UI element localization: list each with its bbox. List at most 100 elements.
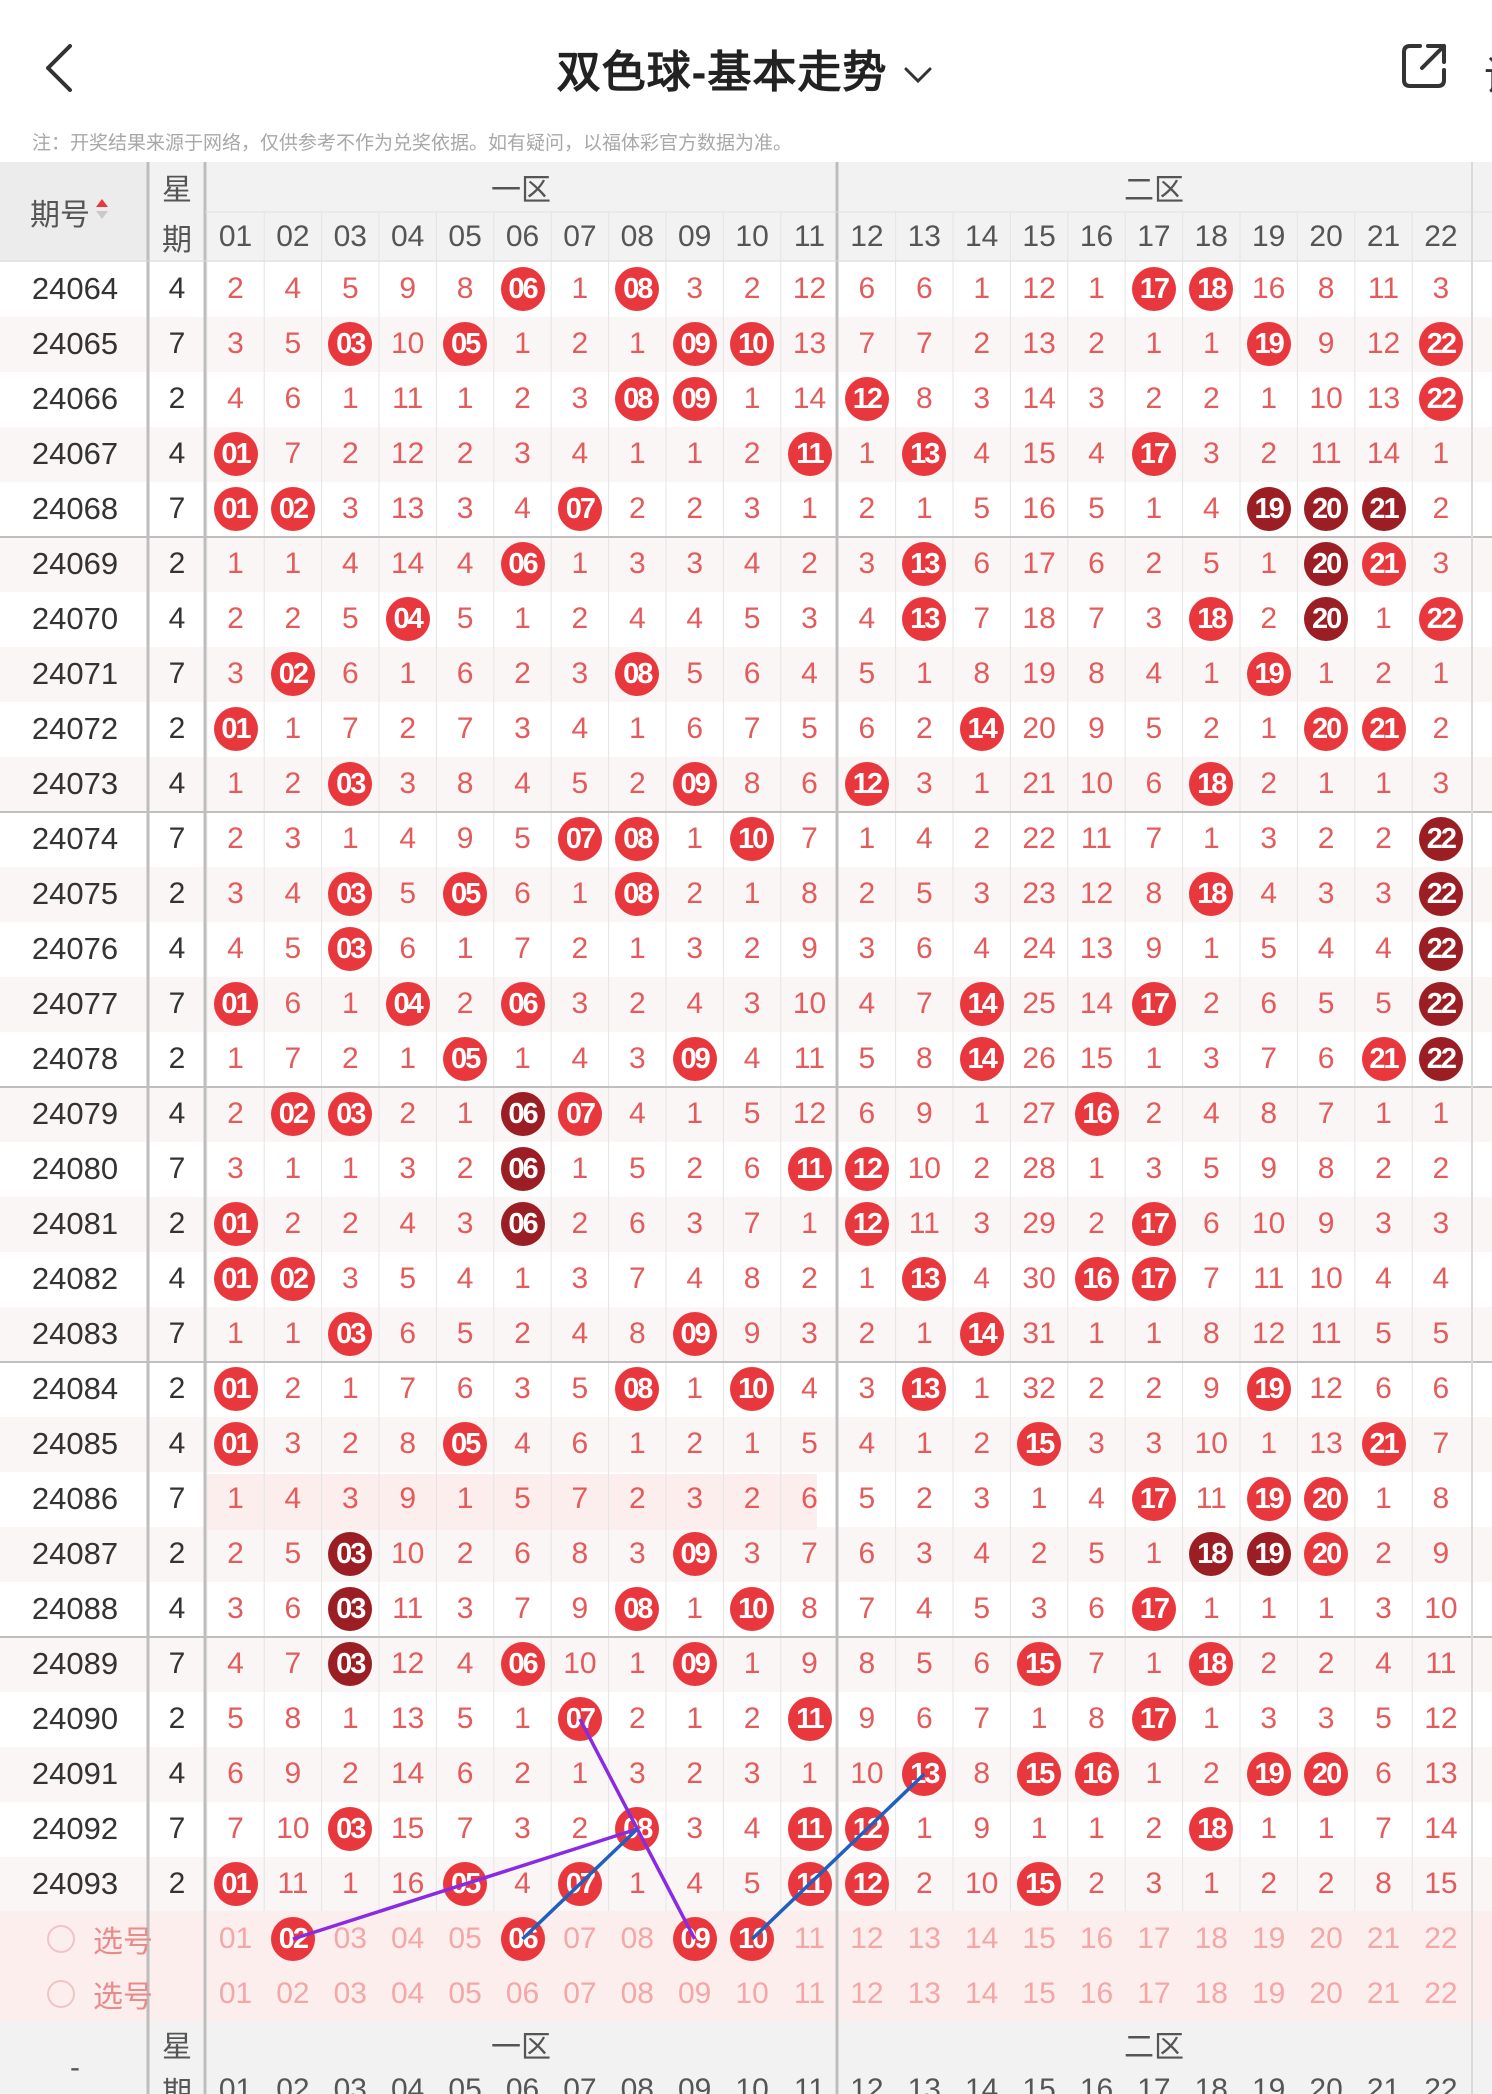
ball-11: 11 xyxy=(785,1144,835,1194)
miss-count: 5 xyxy=(1260,932,1278,965)
back-button[interactable] xyxy=(36,40,84,96)
select-number-17[interactable]: 17 xyxy=(1137,1922,1171,1955)
select-row-label[interactable]: 选号 xyxy=(30,1969,170,2019)
select-ball-06[interactable]: 06 xyxy=(498,1914,548,1964)
select-number-15[interactable]: 15 xyxy=(1022,1922,1056,1955)
select-number-01[interactable]: 01 xyxy=(218,1922,253,1955)
miss-count: 5 xyxy=(628,1152,646,1185)
miss-count: 4 xyxy=(743,1042,761,1075)
select-number-01[interactable]: 01 xyxy=(218,1977,253,2010)
select-number-21[interactable]: 21 xyxy=(1366,1977,1401,2010)
select-number-13[interactable]: 13 xyxy=(907,1977,941,2010)
select-number-10[interactable]: 10 xyxy=(735,1977,769,2010)
miss-count: 5 xyxy=(399,1262,417,1295)
select-number-18[interactable]: 18 xyxy=(1194,1977,1228,2010)
select-number-19[interactable]: 19 xyxy=(1252,1922,1286,1955)
select-number-16[interactable]: 16 xyxy=(1079,1977,1114,2010)
select-number-03[interactable]: 03 xyxy=(333,1977,367,2010)
ball-number: 17 xyxy=(1131,1257,1176,1301)
select-number-16[interactable]: 16 xyxy=(1079,1922,1114,1955)
miss-count: 9 xyxy=(456,822,474,855)
miss-count: 18 xyxy=(1022,602,1056,635)
ball-number: 06 xyxy=(500,1092,545,1136)
select-number-07[interactable]: 07 xyxy=(563,1922,597,1955)
select-number-22[interactable]: 22 xyxy=(1424,1977,1458,2010)
miss-count: 2 xyxy=(686,877,704,910)
issue-number: 24090 xyxy=(31,1701,119,1736)
miss-count: 5 xyxy=(915,877,933,910)
select-number-13[interactable]: 13 xyxy=(907,1922,941,1955)
issue-header[interactable]: 期号 xyxy=(10,187,130,237)
miss-count: 1 xyxy=(915,1427,933,1460)
select-ball-02[interactable]: 02 xyxy=(268,1914,318,1964)
ball-04: 04 xyxy=(383,979,433,1029)
ball-01: 01 xyxy=(211,1364,261,1414)
select-number-15[interactable]: 15 xyxy=(1022,1977,1056,2010)
select-number-05[interactable]: 05 xyxy=(448,1977,482,2010)
select-number-18[interactable]: 18 xyxy=(1194,1922,1228,1955)
select-number-20[interactable]: 20 xyxy=(1309,1977,1343,2010)
radio-button[interactable] xyxy=(47,1925,75,1953)
share-button[interactable] xyxy=(1398,40,1450,92)
miss-count: 6 xyxy=(1145,767,1163,800)
ball-11: 11 xyxy=(785,1694,835,1744)
select-number-08[interactable]: 08 xyxy=(620,1977,654,2010)
select-number-05[interactable]: 05 xyxy=(448,1922,482,1955)
select-row-label[interactable]: 选号 xyxy=(30,1914,170,1964)
miss-count: 11 xyxy=(793,1042,826,1075)
ball-02: 02 xyxy=(268,649,318,699)
settings-link-partial[interactable]: 设 xyxy=(1484,44,1492,102)
ball-10: 10 xyxy=(727,1584,777,1634)
page-title[interactable]: 双色球-基本走势 xyxy=(0,36,1492,100)
select-number-02[interactable]: 02 xyxy=(276,1977,310,2010)
weekday: 2 xyxy=(168,1867,186,1900)
ball-number: 20 xyxy=(1304,1532,1349,1576)
ball-number: 05 xyxy=(443,1862,488,1906)
miss-count: 6 xyxy=(1088,547,1105,580)
miss-count: 3 xyxy=(341,1482,359,1515)
select-number-07[interactable]: 07 xyxy=(563,1977,597,2010)
select-number-12[interactable]: 12 xyxy=(850,1922,884,1955)
select-number-21[interactable]: 21 xyxy=(1366,1922,1401,1955)
miss-count: 1 xyxy=(628,437,646,470)
issue-number: 24088 xyxy=(31,1591,119,1626)
select-number-11[interactable]: 11 xyxy=(793,1922,826,1955)
select-number-04[interactable]: 04 xyxy=(391,1977,425,2010)
issue-number: 24069 xyxy=(31,546,119,581)
ball-18: 18 xyxy=(1186,759,1236,809)
miss-count: 9 xyxy=(743,1317,761,1350)
sort-icon[interactable] xyxy=(94,195,110,229)
column-header-01: 01 xyxy=(218,220,253,253)
miss-count: 2 xyxy=(571,1812,589,1845)
select-number-14[interactable]: 14 xyxy=(965,1922,999,1955)
select-number-17[interactable]: 17 xyxy=(1137,1977,1171,2010)
miss-count: 2 xyxy=(571,1207,589,1240)
ball-number: 01 xyxy=(213,1862,258,1906)
select-ball-10[interactable]: 10 xyxy=(727,1914,777,1964)
column-header-08: 08 xyxy=(620,220,654,253)
miss-count: 10 xyxy=(1424,1592,1458,1625)
select-number-20[interactable]: 20 xyxy=(1309,1922,1343,1955)
miss-count: 6 xyxy=(284,382,302,415)
radio-button[interactable] xyxy=(47,1980,75,2008)
select-number-08[interactable]: 08 xyxy=(620,1922,654,1955)
select-number-22[interactable]: 22 xyxy=(1424,1922,1458,1955)
select-number-11[interactable]: 11 xyxy=(793,1977,826,2010)
select-number-19[interactable]: 19 xyxy=(1252,1977,1286,2010)
miss-count: 1 xyxy=(743,1427,761,1460)
ball-21: 21 xyxy=(1359,484,1409,534)
select-number-04[interactable]: 04 xyxy=(391,1922,425,1955)
miss-count: 1 xyxy=(227,1482,244,1515)
miss-count: 3 xyxy=(628,1537,646,1570)
select-number-12[interactable]: 12 xyxy=(850,1977,884,2010)
miss-count: 1 xyxy=(1317,1592,1335,1625)
select-number-06[interactable]: 06 xyxy=(505,1977,540,2010)
column-header-02: 02 xyxy=(276,220,310,253)
miss-count: 1 xyxy=(686,437,704,470)
select-number-14[interactable]: 14 xyxy=(965,1977,999,2010)
select-number-09[interactable]: 09 xyxy=(678,1977,712,2010)
miss-count: 4 xyxy=(1432,1262,1450,1295)
select-number-03[interactable]: 03 xyxy=(333,1922,367,1955)
select-ball-09[interactable]: 09 xyxy=(670,1914,720,1964)
ball-number: 11 xyxy=(787,1147,832,1191)
